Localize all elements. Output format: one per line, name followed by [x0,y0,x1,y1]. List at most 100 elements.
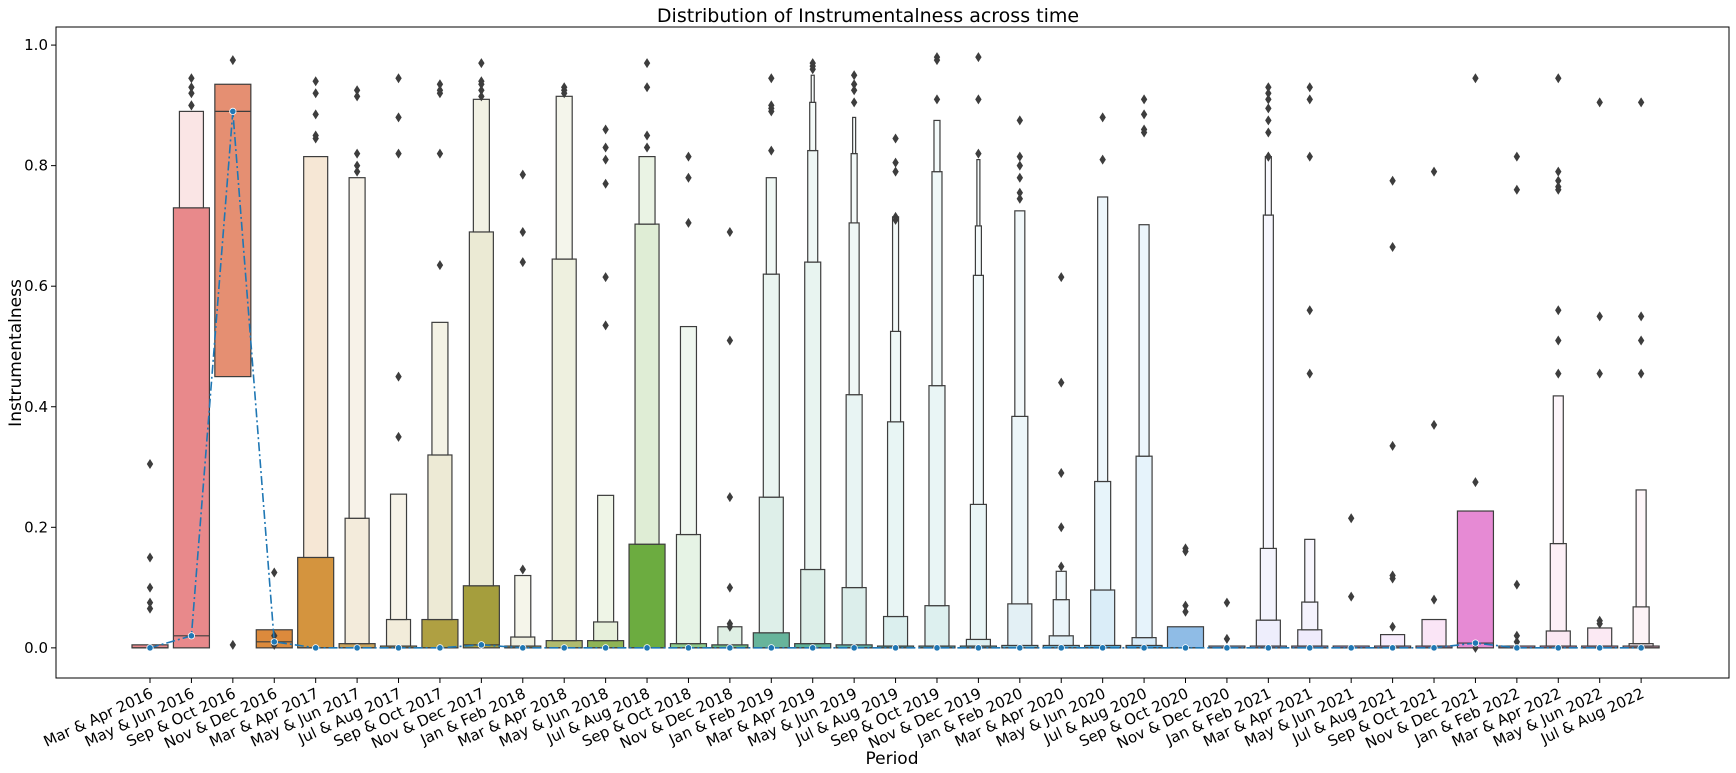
boxen-box [1552,395,1564,545]
outlier-marker [1306,151,1313,162]
outlier-marker [1265,94,1272,105]
category-group [794,58,832,649]
category-group [297,76,335,649]
boxen-box [1297,629,1323,647]
median-point [1513,644,1521,652]
outlier-marker [975,94,982,105]
outlier-marker [1265,82,1272,93]
outlier-marker [1596,618,1603,629]
outlier-marker [478,91,485,102]
outlier-marker [1265,115,1272,126]
outlier-marker [353,166,361,177]
boxen-box [1138,224,1150,457]
outlier-marker [768,145,775,156]
boxen-box [1549,542,1567,632]
boxen-box [969,503,988,641]
outlier-marker [188,82,195,93]
median-point [1264,644,1272,652]
outlier-marker [1306,305,1313,316]
category-group [959,52,998,649]
median-point [1099,644,1107,652]
outlier-marker [436,79,444,90]
outlier-marker [353,91,361,102]
category-group [1498,151,1536,649]
outlier-marker [1513,151,1521,162]
outlier-marker [478,85,485,96]
boxen-box [214,83,252,378]
outlier-marker [1637,97,1645,108]
median-point [891,644,900,652]
outlier-marker [395,148,402,159]
outlier-marker [1555,184,1562,195]
category-group [1373,175,1412,649]
category-group [1539,73,1577,649]
boxen-box [1135,455,1153,639]
boxen-box [1014,210,1026,417]
plot-frame [55,26,1730,679]
outlier-marker [229,639,237,650]
category-group [1125,94,1163,649]
outlier-marker [1472,477,1479,488]
median-point [1306,644,1314,652]
boxen-box [427,454,453,621]
y-tick-label: 0.4 [24,398,48,416]
boxen-box [628,543,666,649]
outlier-marker [146,603,154,614]
boxen-box [679,325,698,536]
outlier-marker [519,169,526,180]
outlier-marker [146,459,154,470]
outlier-marker [685,217,692,228]
outlier-marker [188,100,195,111]
outlier-marker [685,172,692,183]
outlier-marker [643,142,651,153]
y-tick-label: 1.0 [24,36,48,54]
boxen-box [551,258,577,642]
category-group [1415,166,1453,649]
boxen-box [972,274,985,506]
category-group [1622,97,1660,649]
outlier-marker [1182,546,1189,557]
boxen-box [344,517,370,645]
outlier-marker [146,597,154,608]
outlier-marker [1306,94,1313,105]
boxen-box [891,216,900,333]
boxen-box [762,273,780,498]
outlier-marker [768,73,775,84]
boxen-box [1097,196,1109,483]
outlier-marker [1099,154,1106,165]
boxen-box [841,586,867,646]
boxen-box [555,95,573,260]
outlier-marker [726,226,734,237]
boxen-box [593,621,619,642]
median-point [1637,644,1645,652]
category-group [1456,73,1495,653]
boxen-box [1007,603,1033,647]
boxen-box [431,321,449,456]
outlier-marker [1430,594,1438,605]
chart-title: Distribution of Instrumentalness across … [657,5,1079,27]
outlier-marker [1430,166,1438,177]
category-group [172,73,211,649]
median-point [974,644,983,652]
outlier-marker [146,552,154,563]
boxen-box [634,223,660,545]
outlier-marker [1223,597,1231,608]
outlier-marker [726,621,734,632]
outlier-marker [395,112,402,123]
outlier-marker [1058,561,1065,572]
outlier-marker [1058,272,1065,283]
outlier-marker [809,64,816,75]
outlier-marker [312,76,319,87]
outlier-marker [975,52,982,63]
category-group [379,73,418,649]
boxen-box [597,494,615,623]
boxen-box [931,171,943,387]
outlier-marker [1265,127,1272,138]
y-tick-label: 0.6 [24,277,48,295]
boxen-box [468,231,494,587]
outlier-marker [892,166,899,177]
outlier-marker [1513,579,1521,590]
boxen-box [928,385,946,607]
category-group [421,79,459,649]
median-point [436,644,444,652]
